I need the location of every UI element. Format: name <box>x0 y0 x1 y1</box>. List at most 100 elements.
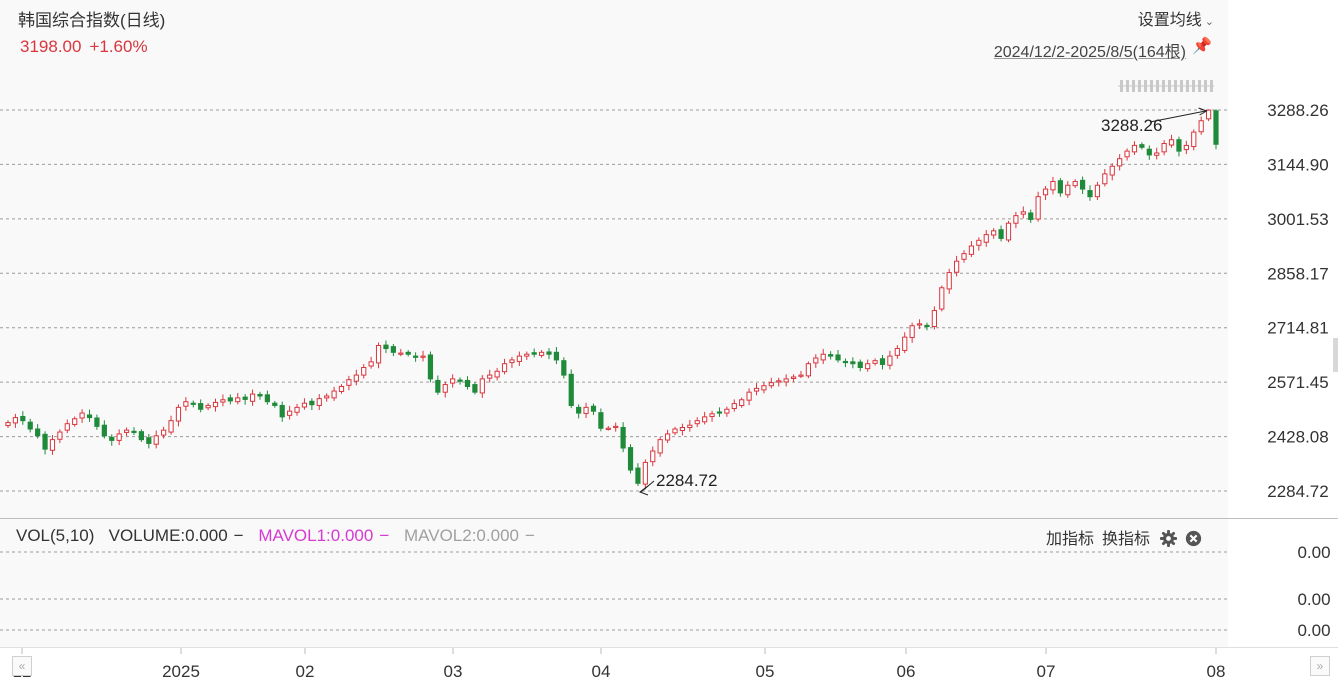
candle-body <box>413 355 419 358</box>
candle-body <box>183 401 189 407</box>
candle-body <box>583 406 589 414</box>
right-axis-area <box>1228 0 1338 681</box>
candle-body <box>568 373 574 406</box>
y-tick-label: 2714.81 <box>1267 319 1328 338</box>
gear-icon[interactable] <box>1160 530 1178 547</box>
candle-body <box>390 346 396 353</box>
candle-body <box>109 436 115 441</box>
candle-body <box>427 354 434 380</box>
candle-body <box>242 396 248 400</box>
candle-body <box>1168 139 1175 146</box>
candle-body <box>501 363 508 373</box>
candle-body <box>1205 109 1212 120</box>
vol-label: VOL(5,10) <box>16 526 95 545</box>
candle-body <box>116 433 122 441</box>
x-tick-label: 04 <box>592 662 611 681</box>
y-tick-label: 3288.26 <box>1267 101 1328 120</box>
candle-body <box>879 358 886 365</box>
indicator-toolbar: 加指标 换指标 <box>1046 525 1202 549</box>
candle-body <box>324 395 330 399</box>
candle-body <box>790 376 797 380</box>
x-tick-label: 07 <box>1037 662 1056 681</box>
candle-body <box>168 420 174 433</box>
candle-body <box>257 393 263 397</box>
candle-body <box>1057 180 1063 194</box>
candle-body <box>768 382 774 387</box>
y-tick-label: 2284.72 <box>1267 482 1328 501</box>
candle-body <box>931 310 937 328</box>
candle-body <box>664 433 671 441</box>
ma-setting-dropdown[interactable]: 设置均线 ⌄ <box>1138 6 1214 30</box>
pin-icon[interactable]: 📌 <box>1192 38 1212 55</box>
candle-body <box>1109 165 1115 176</box>
candle-body <box>383 344 389 350</box>
candle-body <box>642 461 648 485</box>
candle-body <box>287 410 293 416</box>
volume-plot-area[interactable] <box>0 519 1228 647</box>
candle-body <box>346 379 352 386</box>
candle-body <box>724 408 730 414</box>
candle-body <box>72 418 78 425</box>
candle-body <box>857 361 863 369</box>
candle-body <box>472 384 478 393</box>
candle-body <box>1131 144 1138 153</box>
candle-body <box>1035 196 1041 220</box>
y-tick-label: 2858.17 <box>1267 264 1328 283</box>
candle-body <box>301 402 308 408</box>
candle-body <box>702 416 708 423</box>
x-tick-label: 2025 <box>162 662 200 681</box>
candle-body <box>94 417 100 427</box>
candle-body <box>635 467 641 484</box>
add-indicator-button[interactable]: 加指标 <box>1046 531 1095 548</box>
candle-body <box>249 393 256 402</box>
candle-body <box>820 353 826 361</box>
candle-body <box>590 405 597 412</box>
candle-body <box>42 433 48 450</box>
candle-body <box>968 245 975 255</box>
volume-indicator-header: VOL(5,10) VOLUME:0.000− MAVOL1:0.000− MA… <box>16 526 535 546</box>
candle-body <box>613 425 619 429</box>
date-range-link[interactable]: 2024/12/2-2025/8/5(164根) <box>993 44 1186 61</box>
candle-body <box>361 367 367 376</box>
candle-body <box>1161 143 1167 153</box>
scroll-right-button[interactable]: » <box>1310 656 1330 676</box>
candle-body <box>842 360 849 364</box>
candle-body <box>375 344 382 364</box>
x-tick-label: 05 <box>756 662 775 681</box>
candle-body <box>279 404 285 418</box>
mavol1-legend-dash: − <box>379 526 390 545</box>
candle-body <box>991 230 997 236</box>
switch-indicator-button[interactable]: 换指标 <box>1102 531 1151 548</box>
candle-body <box>86 414 93 419</box>
candle-body <box>627 447 634 471</box>
candle-body <box>227 397 233 402</box>
candle-body <box>1154 152 1160 156</box>
price-readout: 3198.00 +1.60% <box>20 37 156 57</box>
candle-body <box>1094 184 1101 198</box>
last-price: 3198.00 <box>20 37 82 56</box>
candle-body <box>1050 180 1056 191</box>
candle-body <box>894 348 900 356</box>
candle-body <box>813 357 819 364</box>
candle-body <box>123 429 130 433</box>
candle-body <box>450 378 456 384</box>
close-icon[interactable] <box>1185 530 1202 547</box>
candle-body <box>872 360 878 364</box>
side-panel-toggle[interactable] <box>1333 338 1338 372</box>
candle-body <box>679 426 686 432</box>
ma-setting-label: 设置均线 <box>1137 12 1202 29</box>
candle-body <box>1198 120 1204 133</box>
min-arrow-head <box>638 485 649 496</box>
candle-body <box>1146 148 1152 156</box>
candle-body <box>49 439 56 451</box>
candle-body <box>12 417 19 424</box>
candle-body <box>850 361 856 365</box>
candle-body <box>1102 173 1108 185</box>
candle-body <box>865 363 871 370</box>
scroll-left-button[interactable]: « <box>12 656 32 676</box>
candle-body <box>909 325 915 339</box>
price-plot-area[interactable] <box>0 0 1228 518</box>
chart-title: 韩国综合指数(日线) <box>18 11 166 30</box>
candle-body <box>561 360 567 376</box>
